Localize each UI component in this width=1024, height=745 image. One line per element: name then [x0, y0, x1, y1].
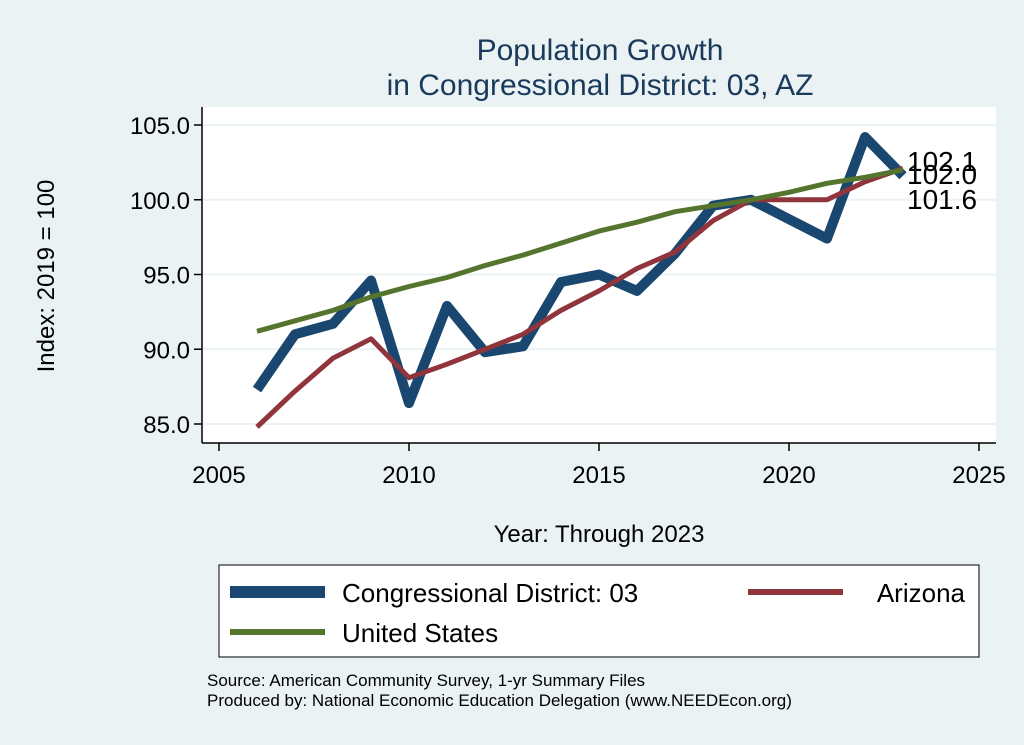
x-tick-label: 2020 — [762, 462, 815, 489]
end-value-label: 102.0 — [907, 159, 977, 190]
series-line-congressional-district-03 — [252, 132, 907, 409]
legend-label: United States — [342, 618, 498, 648]
legend: Congressional District: 03 Arizona United … — [230, 578, 966, 648]
legend-box — [218, 564, 980, 658]
legend-label: Arizona — [877, 578, 966, 608]
y-tick-label: 100.0 — [130, 188, 190, 215]
series-lines — [252, 132, 907, 429]
x-tick-label: 2010 — [382, 462, 435, 489]
x-tick-label: 2005 — [192, 462, 245, 489]
series-line-arizona — [255, 166, 904, 429]
y-axis-title: Index: 2019 = 100 — [33, 180, 60, 373]
y-tick-labels: 85.0 90.0 95.0 100.0 105.0 — [130, 113, 190, 439]
axes — [194, 107, 996, 451]
source-note: Source: American Community Survey, 1-yr … — [207, 671, 645, 690]
legend-label: Congressional District: 03 — [342, 578, 638, 608]
end-value-label: 101.6 — [907, 184, 977, 215]
x-tick-label: 2025 — [952, 462, 1005, 489]
series-line-united-states — [256, 167, 904, 334]
y-tick-label: 90.0 — [143, 337, 190, 364]
y-tick-label: 95.0 — [143, 263, 190, 290]
y-tick-label: 105.0 — [130, 113, 190, 140]
end-value-label: 102.1 — [907, 146, 977, 177]
chart-title-line-1: Population Growth — [477, 34, 724, 67]
y-tick-label: 85.0 — [143, 412, 190, 439]
x-tick-labels: 2005 2010 2015 2020 2025 — [192, 462, 1005, 489]
chart-title-line-2: in Congressional District: 03, AZ — [387, 69, 814, 102]
x-tick-label: 2015 — [572, 462, 625, 489]
produced-by-note: Produced by: National Economic Education… — [207, 691, 792, 710]
x-axis-title: Year: Through 2023 — [494, 521, 705, 548]
